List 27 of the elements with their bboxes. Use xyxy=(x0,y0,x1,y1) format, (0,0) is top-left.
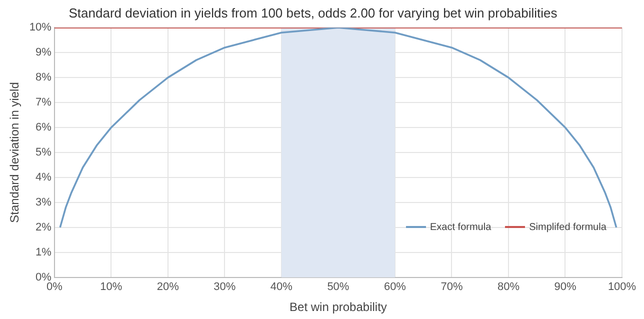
x-tick-label: 30% xyxy=(214,281,236,294)
x-tick-label: 60% xyxy=(384,281,406,294)
legend-label: Exact formula xyxy=(430,222,492,233)
y-tick-label: 3% xyxy=(36,196,52,208)
x-tick-label: 10% xyxy=(100,281,122,294)
x-tick-label: 0% xyxy=(46,281,63,294)
x-tick-label: 70% xyxy=(440,281,463,294)
y-tick-label: 2% xyxy=(36,221,52,234)
x-tick-label: 20% xyxy=(156,281,180,294)
x-tick-label: 40% xyxy=(270,281,293,294)
x-axis-title: Bet win probability xyxy=(290,300,387,314)
y-tick-label: 0% xyxy=(36,271,52,284)
y-tick-label: 1% xyxy=(36,246,52,258)
x-tick-label: 50% xyxy=(327,281,350,294)
y-axis-title: Standard deviation in yield xyxy=(8,82,22,223)
chart-title: Standard deviation in yields from 100 bets, odds 2.00 for varying bet win probabilities xyxy=(68,5,558,20)
y-tick-label: 7% xyxy=(36,96,52,109)
legend-label: Simplifed formula xyxy=(529,222,606,233)
y-tick-label: 5% xyxy=(36,146,52,159)
x-tick-label: 90% xyxy=(554,281,576,294)
x-tick-label: 80% xyxy=(497,281,520,294)
y-tick-label: 6% xyxy=(36,122,52,134)
y-tick-label: 4% xyxy=(36,172,52,184)
y-tick-label: 10% xyxy=(29,22,52,34)
y-tick-label: 9% xyxy=(36,46,52,59)
x-tick-label: 100% xyxy=(608,281,636,294)
y-tick-label: 8% xyxy=(36,72,52,84)
